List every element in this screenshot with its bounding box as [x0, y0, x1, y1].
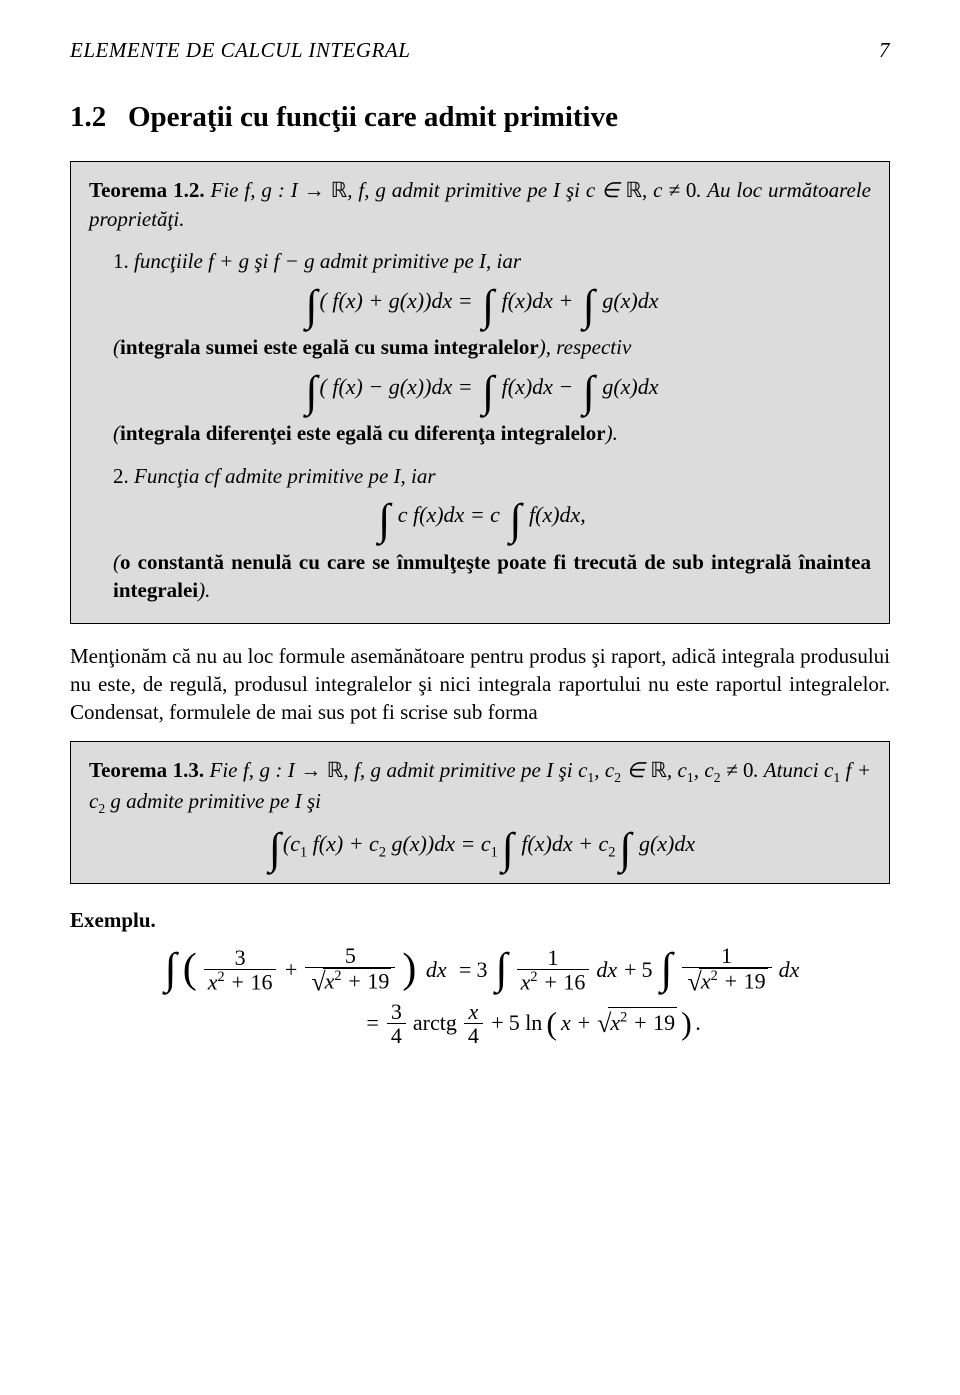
theorem-1-2-item-1: 1. funcţiile f + g şi f − g admit primit…	[113, 247, 871, 275]
equation-sum-integral: ∫( f(x) + g(x))dx = ∫ f(x)dx + ∫ g(x)dx	[89, 290, 871, 322]
section-title: 1.2 Operaţii cu funcţii care admit primi…	[70, 98, 890, 137]
theorem-1-3-statement: Teorema 1.3. Fie f, g : I → ℝ, f, g admi…	[89, 756, 871, 819]
example-label-line: Exemplu.	[70, 906, 890, 934]
example-equation-line-2: = 3 4 arctg x 4 + 5 ln ( x + √x2 + 19 ) …	[70, 1000, 890, 1047]
theorem-1-2-item-2-text: Funcţia cf admite primitive pe I, iar	[134, 464, 436, 488]
theorem-1-2-statement: Teorema 1.2. Fie f, g : I → ℝ, f, g admi…	[89, 176, 871, 233]
theorem-1-3-label: Teorema 1.3.	[89, 758, 204, 782]
theorem-1-2-note-2: (integrala diferenţei este egală cu dife…	[113, 419, 871, 447]
theorem-1-3-box: Teorema 1.3. Fie f, g : I → ℝ, f, g admi…	[70, 741, 890, 884]
theorem-1-2-item-2: 2. Funcţia cf admite primitive pe I, iar	[113, 462, 871, 490]
equation-diff-integral: ∫( f(x) − g(x))dx = ∫ f(x)dx − ∫ g(x)dx	[89, 376, 871, 408]
theorem-1-2-label: Teorema 1.2.	[89, 178, 205, 202]
theorem-1-2-item-1-text: funcţiile f + g şi f − g admit primitive…	[134, 249, 521, 273]
example-equation-line-1: ∫ ( 3 x2 + 16 + 5 √x2 + 19 ) dx = 3 ∫ 1 …	[70, 944, 890, 996]
remark-paragraph: Menţionăm că nu au loc formule asemănăto…	[70, 642, 890, 727]
running-head: ELEMENTE DE CALCUL INTEGRAL 7	[70, 36, 890, 64]
equation-linear-combination: ∫(c1 f(x) + c2 g(x))dx = c1∫ f(x)dx + c2…	[89, 833, 871, 865]
section-heading: Operaţii cu funcţii care admit primitive	[128, 101, 618, 133]
running-title: ELEMENTE DE CALCUL INTEGRAL	[70, 36, 410, 64]
theorem-1-2-note-1: (integrala sumei este egală cu suma inte…	[113, 333, 871, 361]
section-number: 1.2	[70, 101, 106, 133]
theorem-1-2-box: Teorema 1.2. Fie f, g : I → ℝ, f, g admi…	[70, 161, 890, 623]
theorem-1-2-note-3: (o constantă nenulă cu care se înmulţeşt…	[113, 548, 871, 605]
example-label: Exemplu.	[70, 908, 156, 932]
page-number: 7	[879, 36, 890, 64]
equation-const-integral: ∫ c f(x)dx = c ∫ f(x)dx,	[89, 504, 871, 536]
example-equation: ∫ ( 3 x2 + 16 + 5 √x2 + 19 ) dx = 3 ∫ 1 …	[70, 944, 890, 1047]
